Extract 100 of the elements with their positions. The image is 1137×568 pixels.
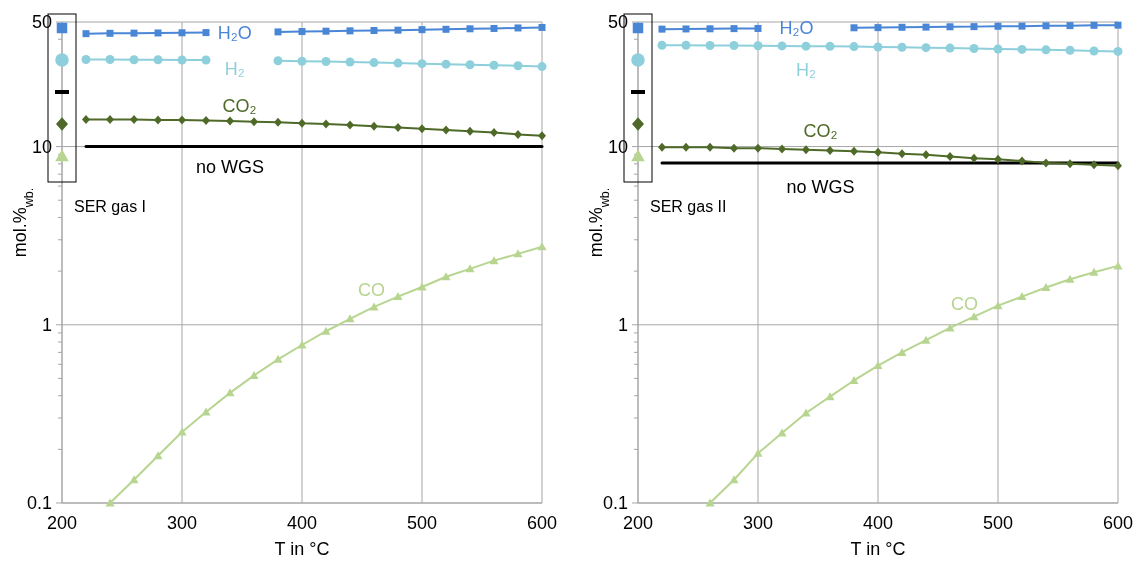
point — [201, 55, 211, 65]
point — [1113, 46, 1123, 56]
point — [754, 143, 762, 153]
y-tick-label: 50 — [607, 12, 628, 33]
point — [129, 475, 139, 484]
series-label: H₂O — [217, 22, 252, 43]
y-tick-label: 1 — [41, 315, 52, 336]
annotation: SER gas II — [650, 198, 727, 215]
point — [729, 475, 739, 484]
point — [850, 24, 858, 32]
point — [273, 354, 283, 363]
point — [705, 498, 715, 507]
point — [394, 26, 402, 34]
point — [418, 124, 426, 134]
point — [490, 24, 498, 32]
point — [273, 56, 283, 66]
point — [154, 29, 162, 37]
point — [898, 149, 906, 159]
point — [1017, 44, 1027, 54]
x-tick-label: 400 — [862, 513, 894, 533]
point — [1042, 158, 1050, 168]
point — [322, 119, 330, 129]
point — [754, 24, 762, 32]
point — [921, 43, 931, 53]
point — [730, 143, 738, 153]
point — [105, 498, 115, 507]
point — [537, 242, 547, 251]
x-tick-label: 600 — [1102, 513, 1134, 533]
point — [346, 120, 354, 130]
point — [465, 60, 475, 70]
point — [1066, 159, 1074, 169]
point — [442, 25, 450, 33]
point — [297, 340, 307, 349]
point — [1041, 45, 1051, 55]
point — [466, 25, 474, 33]
point — [82, 30, 90, 38]
point — [178, 115, 186, 125]
point — [1018, 22, 1026, 30]
point — [81, 55, 91, 64]
point — [1017, 292, 1027, 301]
point — [898, 23, 906, 31]
x-tick-label: 600 — [526, 513, 558, 533]
point — [82, 114, 90, 124]
point — [1114, 161, 1122, 171]
point — [130, 114, 138, 124]
point — [922, 23, 930, 31]
point — [993, 44, 1003, 54]
point — [969, 44, 979, 54]
point — [802, 145, 810, 155]
point — [682, 142, 690, 152]
point — [778, 144, 786, 154]
point — [777, 428, 787, 437]
x-tick-label: 300 — [166, 513, 198, 533]
point — [202, 29, 210, 37]
point — [1066, 22, 1074, 30]
point — [682, 25, 690, 33]
point — [753, 41, 763, 51]
series-label: H₂O — [779, 18, 814, 39]
point — [873, 42, 883, 52]
point — [994, 154, 1002, 164]
point — [922, 150, 930, 160]
point — [226, 116, 234, 126]
point — [1065, 274, 1075, 283]
point — [969, 312, 979, 321]
x-axis-title: T in °C — [850, 539, 906, 559]
point — [442, 125, 450, 135]
point — [441, 272, 451, 281]
point — [274, 28, 282, 36]
point — [489, 256, 499, 265]
point — [970, 153, 978, 163]
point — [1089, 267, 1099, 276]
point — [1090, 160, 1098, 170]
point — [945, 43, 955, 53]
y-tick-label: 50 — [31, 12, 52, 33]
point — [825, 41, 835, 51]
x-tick-label: 200 — [46, 513, 78, 533]
point — [538, 23, 546, 31]
series-label: H₂ — [796, 60, 816, 81]
point — [177, 55, 187, 65]
point — [825, 392, 835, 401]
point — [874, 24, 882, 32]
point — [753, 448, 763, 457]
point — [970, 23, 978, 31]
point — [850, 146, 858, 156]
y-tick-label: 10 — [607, 136, 628, 157]
point — [298, 118, 306, 128]
point — [706, 25, 714, 33]
point — [514, 24, 522, 32]
point — [730, 25, 738, 33]
point — [658, 25, 666, 33]
point — [1065, 45, 1075, 55]
point — [489, 60, 499, 70]
point — [777, 41, 787, 51]
annotation: SER gas I — [74, 198, 147, 215]
point — [154, 115, 162, 125]
point — [393, 58, 403, 68]
y-tick-label: 1 — [617, 315, 628, 336]
point — [178, 29, 186, 37]
point — [874, 147, 882, 157]
x-tick-label: 500 — [406, 513, 438, 533]
